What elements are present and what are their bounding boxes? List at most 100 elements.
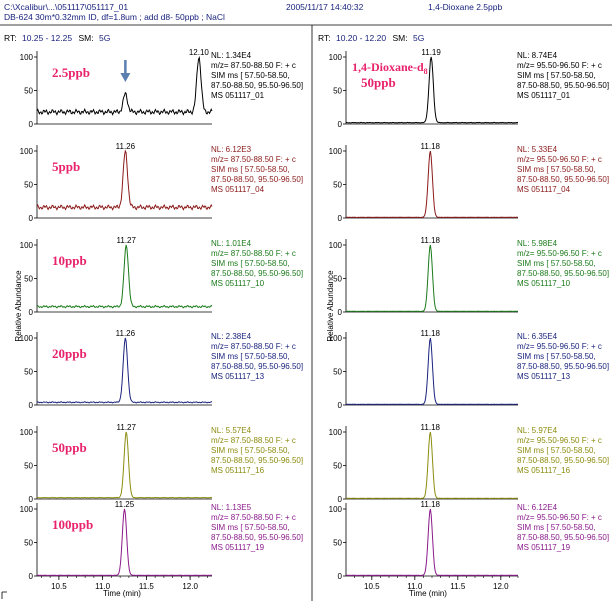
left-y-tick-label-2-0: 0 — [29, 308, 34, 317]
right-info-sim-range-1-3: SIM ms [ 57.50-58.50, — [517, 352, 596, 361]
right-info-ms-1: MS 051117_04 — [517, 185, 571, 194]
right-y-tick-label-3-0: 0 — [338, 401, 343, 410]
right-y-tick-label-5-2: 100 — [329, 505, 343, 514]
right-peak-label-5: 11.18 — [421, 500, 441, 509]
right-y-tick-label-2-1: 50 — [333, 275, 342, 284]
right-y-tick-label-0-2: 100 — [329, 53, 343, 62]
compound-name: 1,4-Dioxane-d — [352, 60, 424, 74]
right-x-tick-label-2: 11.5 — [450, 582, 466, 591]
left-trace-line-1 — [36, 149, 213, 211]
right-y-tick-label-5-0: 0 — [338, 572, 343, 581]
right-y-tick-label-1-1: 50 — [333, 181, 342, 190]
left-y-tick-label-3-1: 50 — [24, 368, 33, 377]
left-info-ms-3: MS 051117_13 — [211, 372, 265, 381]
left-info-sim-range-2-1: 87.50-88.50, 95.50-96.50] — [211, 175, 303, 184]
right-info-mz-2: m/z= 95.50-96.50 F: + c — [517, 249, 602, 258]
right-info-mz-5: m/z= 95.50-96.50 F: + c — [517, 513, 602, 522]
left-info-mz-0: m/z= 87.50-88.50 F: + c — [211, 61, 296, 70]
left-trace-line-5 — [36, 508, 213, 577]
left-y-tick-label-2-2: 100 — [20, 241, 34, 250]
left-info-mz-4: m/z= 87.50-88.50 F: + c — [211, 436, 296, 445]
right-sm-prefix: SM: — [392, 33, 407, 43]
column-info: DB-624 30m*0.32mm ID, df=1.8um ; add d8-… — [4, 12, 225, 22]
left-rt-range: 10.25 - 12.25 — [22, 33, 72, 43]
right-peak-label-1: 11.18 — [421, 142, 441, 151]
right-peak-label-2: 11.18 — [421, 236, 441, 245]
right-info-ms-2: MS 051117_10 — [517, 279, 571, 288]
right-y-tick-label-0-0: 0 — [338, 120, 343, 129]
left-y-axis-label: Relative Abundance — [14, 270, 23, 342]
left-x-tick-label-3: 12.0 — [182, 582, 198, 591]
left-info-mz-1: m/z= 87.50-88.50 F: + c — [211, 155, 296, 164]
left-y-tick-label-4-2: 100 — [20, 428, 34, 437]
left-info-ms-1: MS 051117_04 — [211, 185, 265, 194]
left-y-tick-label-0-0: 0 — [29, 120, 34, 129]
right-info-nl-0: NL: 8.74E4 — [517, 51, 558, 60]
right-info-mz-3: m/z= 95.50-96.50 F: + c — [517, 342, 602, 351]
right-trace-line-4 — [345, 431, 519, 500]
left-info-sim-range-1-0: SIM ms [ 57.50-58.50, — [211, 71, 290, 80]
left-info-nl-4: NL: 5.57E4 — [211, 426, 252, 435]
left-peak-label-5: 11.25 — [115, 500, 135, 509]
left-info-nl-5: NL: 1.13E5 — [211, 503, 252, 512]
left-y-tick-label-0-2: 100 — [20, 53, 34, 62]
right-info-ms-0: MS 051117_01 — [517, 91, 571, 100]
left-y-tick-label-5-2: 100 — [20, 505, 34, 514]
right-info-nl-1: NL: 5.33E4 — [517, 145, 558, 154]
left-info-nl-3: NL: 2.38E4 — [211, 332, 252, 341]
right-info-nl-3: NL: 6.35E4 — [517, 332, 558, 341]
left-concentration-label-3: 20ppb — [52, 346, 87, 361]
left-info-sim-range-2-0: 87.50-88.50, 95.50-96.50] — [211, 81, 303, 90]
right-peak-label-0: 11.19 — [421, 48, 441, 57]
left-info-mz-2: m/z= 87.50-88.50 F: + c — [211, 249, 296, 258]
right-info-ms-5: MS 051117_19 — [517, 543, 571, 552]
right-x-tick-label-0: 10.5 — [364, 582, 380, 591]
left-trace-line-2 — [36, 244, 213, 309]
left-y-tick-label-1-0: 0 — [29, 214, 34, 223]
left-trace-line-4 — [36, 431, 213, 499]
right-trace-line-3 — [345, 337, 519, 406]
left-info-sim-range-1-5: SIM ms [ 57.50-58.50, — [211, 523, 290, 532]
left-info-sim-range-1-1: SIM ms [ 57.50-58.50, — [211, 165, 290, 174]
right-info-sim-range-2-3: 87.50-88.50, 95.50-96.50] — [517, 362, 609, 371]
right-info-nl-2: NL: 5.98E4 — [517, 239, 558, 248]
right-info-sim-range-2-5: 87.50-88.50, 95.50-96.50] — [517, 533, 609, 542]
right-y-axis-label: Relative Abundance — [326, 270, 335, 342]
right-x-tick-label-3: 12.0 — [493, 582, 509, 591]
right-info-ms-3: MS 051117_13 — [517, 372, 571, 381]
left-info-sim-range-1-3: SIM ms [ 57.50-58.50, — [211, 352, 290, 361]
right-info-nl-4: NL: 5.97E4 — [517, 426, 558, 435]
right-info-sim-range-2-1: 87.50-88.50, 95.50-96.50] — [517, 175, 609, 184]
left-concentration-label-5: 100ppb — [52, 517, 93, 532]
peak-arrow-head — [120, 73, 131, 82]
acquisition-datetime: 2005/11/17 14:40:32 — [286, 2, 364, 12]
right-info-mz-4: m/z= 95.50-96.50 F: + c — [517, 436, 602, 445]
right-info-sim-range-1-4: SIM ms [ 57.50-58.50, — [517, 446, 596, 455]
left-peak-label-0: 12.10 — [189, 48, 210, 57]
right-info-mz-1: m/z= 95.50-96.50 F: + c — [517, 155, 602, 164]
right-y-tick-label-0-1: 50 — [333, 87, 342, 96]
compound-label: 1,4-Dioxane-d8 — [352, 60, 428, 76]
left-info-sim-range-2-5: 87.50-88.50, 95.50-96.50] — [211, 533, 303, 542]
left-peak-label-4: 11.27 — [117, 423, 137, 432]
right-x-tick-label-1: 11.0 — [407, 582, 423, 591]
left-concentration-label-4: 50ppb — [52, 440, 87, 455]
file-path: C:\Xcalibur\...\051117\051117_01 — [4, 2, 128, 12]
left-info-sim-range-1-2: SIM ms [ 57.50-58.50, — [211, 259, 290, 268]
right-info-sim-range-2-0: 87.50-88.50, 95.50-96.50] — [517, 81, 609, 90]
left-info-nl-0: NL: 1.34E4 — [211, 51, 252, 60]
left-x-axis-label: Time (min) — [103, 589, 141, 598]
right-y-tick-label-1-0: 0 — [338, 214, 343, 223]
right-y-tick-label-5-1: 50 — [333, 539, 342, 548]
sample-name: 1,4-Dioxane 2.5ppb — [428, 2, 502, 12]
left-concentration-label-2: 10ppb — [52, 253, 87, 268]
left-rt-line: RT: 10.25 - 12.25 SM: 5G — [4, 33, 110, 43]
